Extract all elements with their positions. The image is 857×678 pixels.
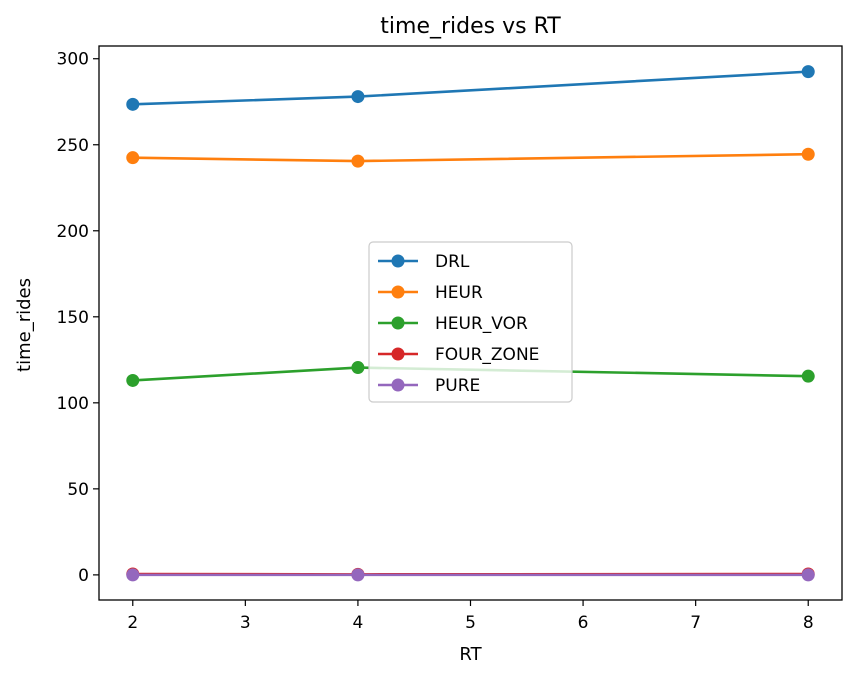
y-tick-label: 200 (57, 222, 89, 242)
axes-frame (98, 45, 843, 601)
legend-label: DRL (435, 252, 470, 272)
legend-item: DRL (378, 252, 470, 272)
data-point (801, 369, 815, 383)
legend-item: PURE (378, 376, 480, 396)
legend-marker (391, 378, 405, 392)
y-tick-label: 50 (67, 480, 89, 500)
legend-marker (391, 316, 405, 330)
x-axis-label: RT (459, 644, 482, 665)
legend-label: PURE (435, 376, 480, 396)
x-tick-label: 2 (127, 613, 138, 633)
legend-marker (391, 347, 405, 361)
legend-item: FOUR_ZONE (378, 345, 539, 365)
data-point (801, 147, 815, 161)
legend-label: HEUR (435, 283, 483, 303)
x-tick-label: 4 (353, 613, 364, 633)
x-tick-label: 7 (690, 613, 701, 633)
data-point (126, 151, 140, 165)
y-tick-label: 300 (57, 50, 89, 70)
legend-box (368, 241, 573, 403)
legend-item: HEUR (378, 283, 483, 303)
y-tick-label: 100 (57, 394, 89, 414)
y-axis-ticks: 0 50 100 150 200 250 300 (57, 50, 99, 586)
y-tick-label: 250 (57, 136, 89, 156)
data-point (126, 373, 140, 387)
legend-marker (391, 285, 405, 299)
legend-marker (391, 254, 405, 268)
series-layer (126, 65, 815, 582)
x-axis-ticks: 2 3 4 5 6 7 8 (127, 600, 814, 633)
y-axis-label: time_rides (14, 278, 35, 372)
x-tick-label: 6 (578, 613, 589, 633)
series-heur (126, 147, 815, 168)
legend-item: HEUR_VOR (378, 314, 528, 334)
data-point (351, 361, 365, 375)
legend-label: FOUR_ZONE (435, 345, 539, 365)
data-point (126, 568, 140, 582)
y-tick-label: 150 (57, 308, 89, 328)
data-point (801, 65, 815, 79)
series-pure (126, 568, 815, 582)
chart-title: time_rides vs RT (380, 14, 561, 39)
legend: DRL HEUR HEUR_VOR FOUR_ZONE PURE (368, 241, 573, 403)
data-point (351, 154, 365, 168)
y-tick-label: 0 (78, 566, 89, 586)
axes-spines (98, 45, 843, 601)
x-tick-label: 5 (465, 613, 476, 633)
data-point (126, 97, 140, 111)
x-tick-label: 8 (803, 613, 814, 633)
data-point (801, 568, 815, 582)
data-point (351, 90, 365, 104)
series-drl (126, 65, 815, 111)
series-heur-vor (126, 361, 815, 387)
data-point (351, 568, 365, 582)
legend-label: HEUR_VOR (435, 314, 528, 334)
x-tick-label: 3 (240, 613, 251, 633)
